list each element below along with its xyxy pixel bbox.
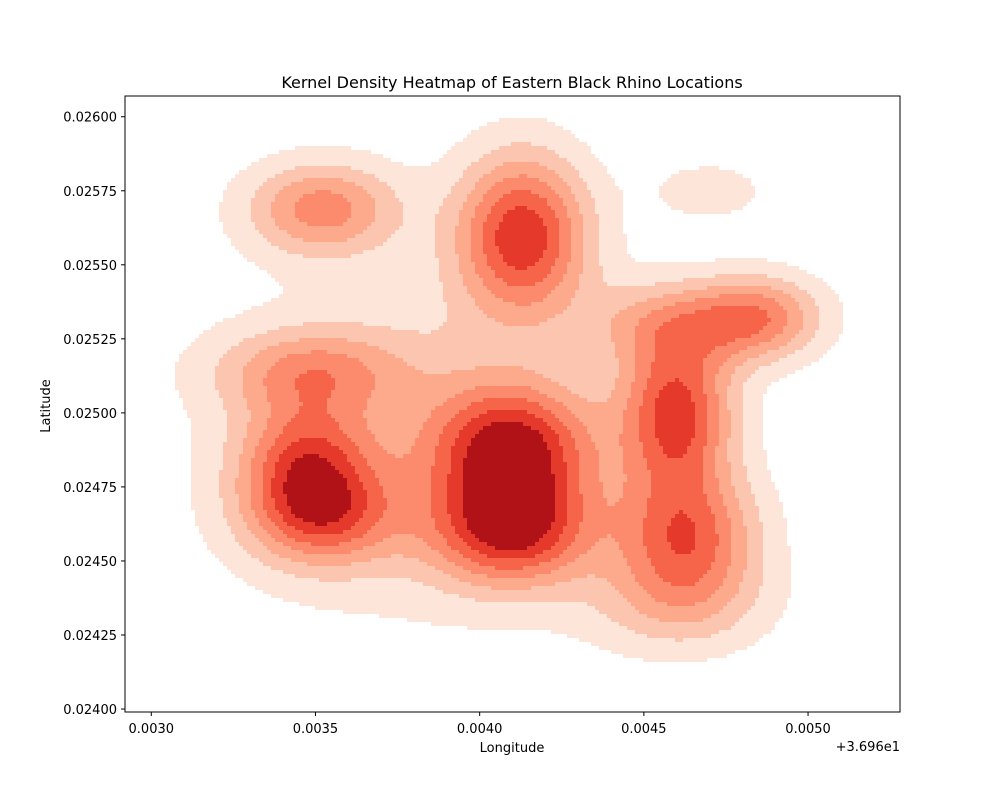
y-tick-label: 0.02575 [63, 185, 117, 200]
x-tick-label: 0.0050 [785, 722, 831, 737]
y-axis: 0.02400 0.02425 0.02450 0.02475 0.02500 0.025… [63, 111, 125, 718]
x-tick-label: 0.0035 [293, 722, 339, 737]
y-tick-label: 0.02525 [63, 333, 117, 348]
x-tick-label: 0.0040 [457, 722, 503, 737]
y-tick-label: 0.02400 [63, 703, 117, 718]
plot-frame [124, 95, 901, 713]
x-tick-label: 0.0030 [129, 722, 175, 737]
y-axis-title: Latitude [39, 379, 54, 433]
y-tick-label: 0.02550 [63, 259, 117, 274]
y-tick-label: 0.02450 [63, 555, 117, 570]
x-offset-label: +3.696e1 [836, 740, 900, 755]
x-axis: 0.0030 0.0035 0.0040 0.0045 0.0050 [129, 712, 831, 737]
x-tick-label: 0.0045 [621, 722, 667, 737]
y-tick-label: 0.02600 [63, 111, 117, 126]
y-tick-label: 0.02475 [63, 481, 117, 496]
x-axis-title: Longitude [480, 741, 545, 756]
chart-title: Kernel Density Heatmap of Eastern Black … [281, 73, 742, 92]
density-level-7 [283, 422, 555, 550]
y-tick-label: 0.02425 [63, 629, 117, 644]
y-tick-label: 0.02500 [63, 407, 117, 422]
density-contours [175, 118, 843, 662]
